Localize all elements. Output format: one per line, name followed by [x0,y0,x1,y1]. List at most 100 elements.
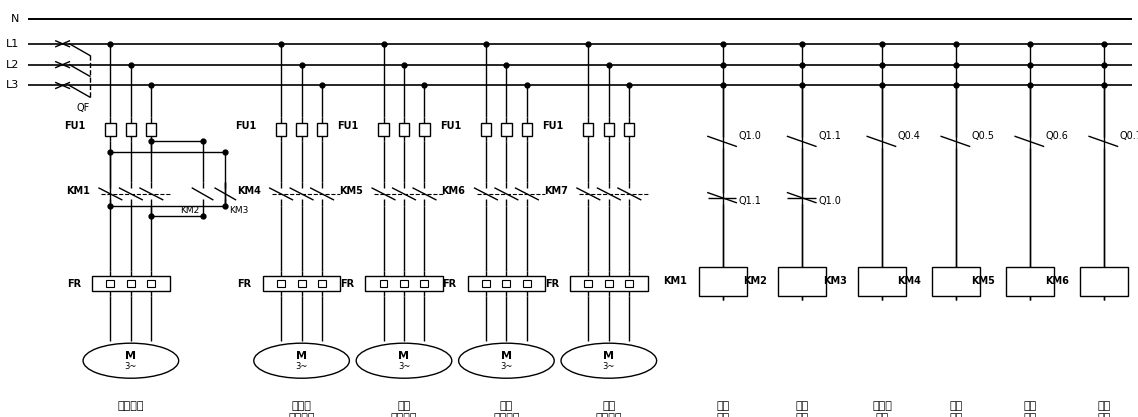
Text: KM3: KM3 [229,206,248,215]
Circle shape [83,343,179,378]
Text: 矿泉水
出货电机: 矿泉水 出货电机 [288,401,315,417]
Text: KM2: KM2 [180,206,199,215]
Text: M: M [603,351,615,361]
Bar [1080,267,1128,296]
Text: FU1: FU1 [337,121,358,131]
Bar [583,123,594,136]
Bar [92,276,170,291]
Bar [483,280,489,287]
Text: KM2: KM2 [743,276,767,286]
Text: 3~: 3~ [125,362,137,371]
Text: FR: FR [443,279,456,289]
Text: 奶茶
出货电机: 奶茶 出货电机 [493,401,520,417]
Bar [778,267,826,296]
Circle shape [459,343,554,378]
Bar [585,280,593,287]
Text: M: M [296,351,307,361]
Bar [419,123,430,136]
Text: KM5: KM5 [339,186,363,196]
Bar [858,267,906,296]
Bar [107,280,114,287]
Text: Q1.1: Q1.1 [818,131,841,141]
Text: QF: QF [76,103,90,113]
Text: 3~: 3~ [398,362,410,371]
Text: 錢币
推出: 錢币 推出 [795,401,809,417]
Text: N: N [11,14,19,24]
Bar [278,280,284,287]
Bar [420,280,428,287]
Text: FU1: FU1 [64,121,85,131]
Bar [319,280,327,287]
Bar [399,280,407,287]
Text: Q0.5: Q0.5 [972,131,995,141]
Circle shape [356,343,452,378]
Text: 3~: 3~ [603,362,615,371]
Text: 可乐
出货: 可乐 出货 [949,401,963,417]
Text: Q0.7: Q0.7 [1120,131,1138,141]
Text: FR: FR [238,279,251,289]
Bar [626,280,634,287]
Bar [503,280,510,287]
Text: KM7: KM7 [544,186,568,196]
Bar [699,267,747,296]
Bar [365,276,443,291]
Text: KM4: KM4 [897,276,921,286]
Text: Q1.1: Q1.1 [739,196,761,206]
Circle shape [561,343,657,378]
Text: Q0.4: Q0.4 [898,131,921,141]
Text: M: M [125,351,137,361]
Bar [277,123,287,136]
Bar [148,280,155,287]
Circle shape [254,343,349,378]
Text: 奶茶
出货: 奶茶 出货 [1023,401,1037,417]
Text: L3: L3 [6,80,19,90]
Text: L1: L1 [6,39,19,49]
Text: 可乐
出货电机: 可乐 出货电机 [390,401,418,417]
Bar [480,123,492,136]
Text: 脉动
出货电机: 脉动 出货电机 [595,401,622,417]
Bar [521,123,531,136]
Text: FR: FR [545,279,559,289]
Bar [501,123,511,136]
Text: M: M [501,351,512,361]
Bar [570,276,648,291]
Bar [105,123,115,136]
Bar [378,123,388,136]
Bar [316,123,328,136]
Text: 矿泉水
出货: 矿泉水 出货 [872,401,892,417]
Text: FU1: FU1 [234,121,256,131]
Text: KM6: KM6 [442,186,465,196]
Text: FU1: FU1 [542,121,563,131]
Bar [605,280,613,287]
Bar [146,123,157,136]
Text: Q0.6: Q0.6 [1046,131,1069,141]
Bar [263,276,340,291]
Bar [297,280,305,287]
Text: KM1: KM1 [663,276,687,286]
Bar [1006,267,1054,296]
Text: 脉动
出货: 脉动 出货 [1097,401,1111,417]
Text: KM5: KM5 [971,276,995,286]
Text: KM6: KM6 [1045,276,1069,286]
Text: L2: L2 [6,60,19,70]
Bar [126,280,134,287]
Bar [468,276,545,291]
Bar [379,280,387,287]
Text: 3~: 3~ [501,362,512,371]
Text: FR: FR [67,279,81,289]
Bar [398,123,410,136]
Text: 錢币电机: 錢币电机 [117,401,145,411]
Text: M: M [398,351,410,361]
Text: Q1.0: Q1.0 [739,131,761,141]
Text: 3~: 3~ [296,362,307,371]
Text: KM1: KM1 [66,186,90,196]
Text: KM4: KM4 [237,186,261,196]
Text: KM3: KM3 [823,276,847,286]
Text: FR: FR [340,279,354,289]
Text: 錢币
投入: 錢币 投入 [716,401,729,417]
Bar [296,123,307,136]
Bar [932,267,980,296]
Bar [603,123,615,136]
Text: FU1: FU1 [439,121,461,131]
Bar [125,123,135,136]
